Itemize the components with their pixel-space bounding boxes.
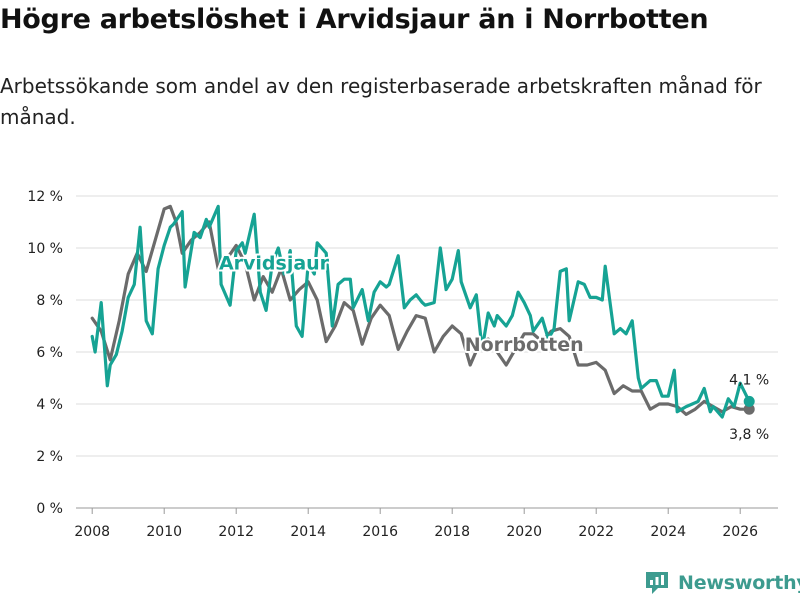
x-tick-label: 2020 — [506, 524, 542, 540]
grid-lines — [76, 195, 778, 509]
x-tick-label: 2024 — [650, 524, 686, 540]
x-tick-label: 2018 — [434, 524, 470, 540]
series-lines — [90, 204, 755, 419]
y-tick-label: 8 % — [36, 293, 63, 309]
newsworthy-brand: Newsworthy — [644, 569, 800, 597]
chart-subtitle: Arbetssökande som andel av den registerb… — [0, 74, 762, 129]
x-tick-label: 2026 — [722, 524, 758, 540]
y-tick-label: 12 % — [27, 189, 63, 205]
x-tick-label: 2010 — [146, 524, 182, 540]
end-label-arvidsjaur: 4,1 % — [729, 372, 769, 388]
end-label-norrbotten: 3,8 % — [729, 427, 769, 443]
series-label-norrbotten: Norrbotten — [465, 334, 584, 356]
brand-name: Newsworthy — [678, 572, 800, 594]
y-tick-label: 10 % — [27, 241, 63, 257]
x-tick-label: 2014 — [290, 524, 326, 540]
series-label-arvidsjaur: Arvidsjaur — [219, 252, 330, 274]
chart-title: Högre arbetslöshet i Arvidsjaur än i Nor… — [0, 4, 709, 35]
series-line-arvidsjaur — [90, 204, 751, 419]
series-labels: 3,8 % 4,1 % Norrbotten Arvidsjaur — [217, 250, 769, 443]
x-tick-label: 2008 — [74, 524, 110, 540]
end-marker-norrbotten — [743, 403, 755, 415]
y-tick-label: 6 % — [36, 345, 63, 361]
y-tick-label: 2 % — [36, 449, 63, 465]
y-axis-ticks: 0 % 2 % 4 % 6 % 8 % 10 % 12 % — [27, 189, 63, 517]
series-line-norrbotten — [90, 204, 751, 416]
x-tick-label: 2022 — [578, 524, 614, 540]
end-marker-arvidsjaur — [743, 395, 755, 407]
x-tick-label: 2016 — [362, 524, 398, 540]
x-tick-label: 2012 — [218, 524, 254, 540]
y-tick-label: 4 % — [36, 397, 63, 413]
x-axis-ticks: 2008 2010 2012 2014 2016 2018 2020 2022 2024 2026 — [74, 508, 758, 540]
y-tick-label: 0 % — [36, 501, 63, 517]
newsworthy-logo-icon — [646, 572, 668, 594]
